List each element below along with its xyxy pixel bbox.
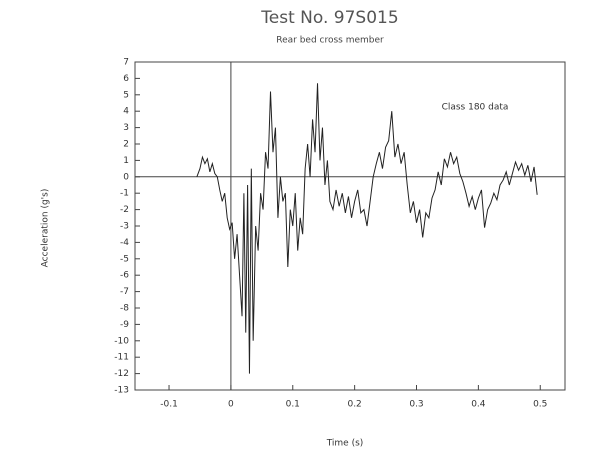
y-tick-label: -2 xyxy=(120,205,129,215)
x-tick-label: 0.5 xyxy=(533,400,547,410)
y-tick-label: -5 xyxy=(120,254,129,264)
data-line xyxy=(196,83,538,374)
y-tick-label: -13 xyxy=(114,386,129,396)
y-tick-label: 2 xyxy=(123,140,129,150)
y-axis-label: Acceleration (g's) xyxy=(41,189,51,268)
x-tick-label: 0.1 xyxy=(286,400,300,410)
x-tick-label: -0.1 xyxy=(160,400,178,410)
y-tick-label: -12 xyxy=(114,369,129,379)
y-tick-label: 5 xyxy=(123,90,129,100)
chart-title: Test No. 97S015 xyxy=(260,8,398,28)
x-tick-label: 0.4 xyxy=(471,400,486,410)
y-tick-label: -6 xyxy=(120,271,129,281)
chart-subtitle: Rear bed cross member xyxy=(276,36,384,46)
y-tick-label: 6 xyxy=(123,74,129,84)
y-tick-label: -3 xyxy=(120,222,129,232)
y-tick-label: 3 xyxy=(123,123,129,133)
x-axis-label: Time (s) xyxy=(326,439,364,449)
annotation: Class 180 data xyxy=(442,103,509,113)
x-tick-label: 0.3 xyxy=(409,400,423,410)
x-tick-label: 0.2 xyxy=(347,400,361,410)
y-tick-label: 4 xyxy=(123,107,129,117)
y-tick-label: 1 xyxy=(123,156,129,166)
y-tick-label: -11 xyxy=(114,353,129,363)
y-tick-label: -4 xyxy=(120,238,129,248)
y-tick-label: 0 xyxy=(123,172,129,182)
y-tick-label: -1 xyxy=(120,189,129,199)
y-tick-label: -9 xyxy=(120,320,129,330)
y-tick-label: 7 xyxy=(123,58,129,68)
x-tick-label: 0 xyxy=(228,400,234,410)
y-tick-label: -7 xyxy=(120,287,129,297)
y-tick-label: -8 xyxy=(120,304,129,314)
y-tick-label: -10 xyxy=(114,336,129,346)
